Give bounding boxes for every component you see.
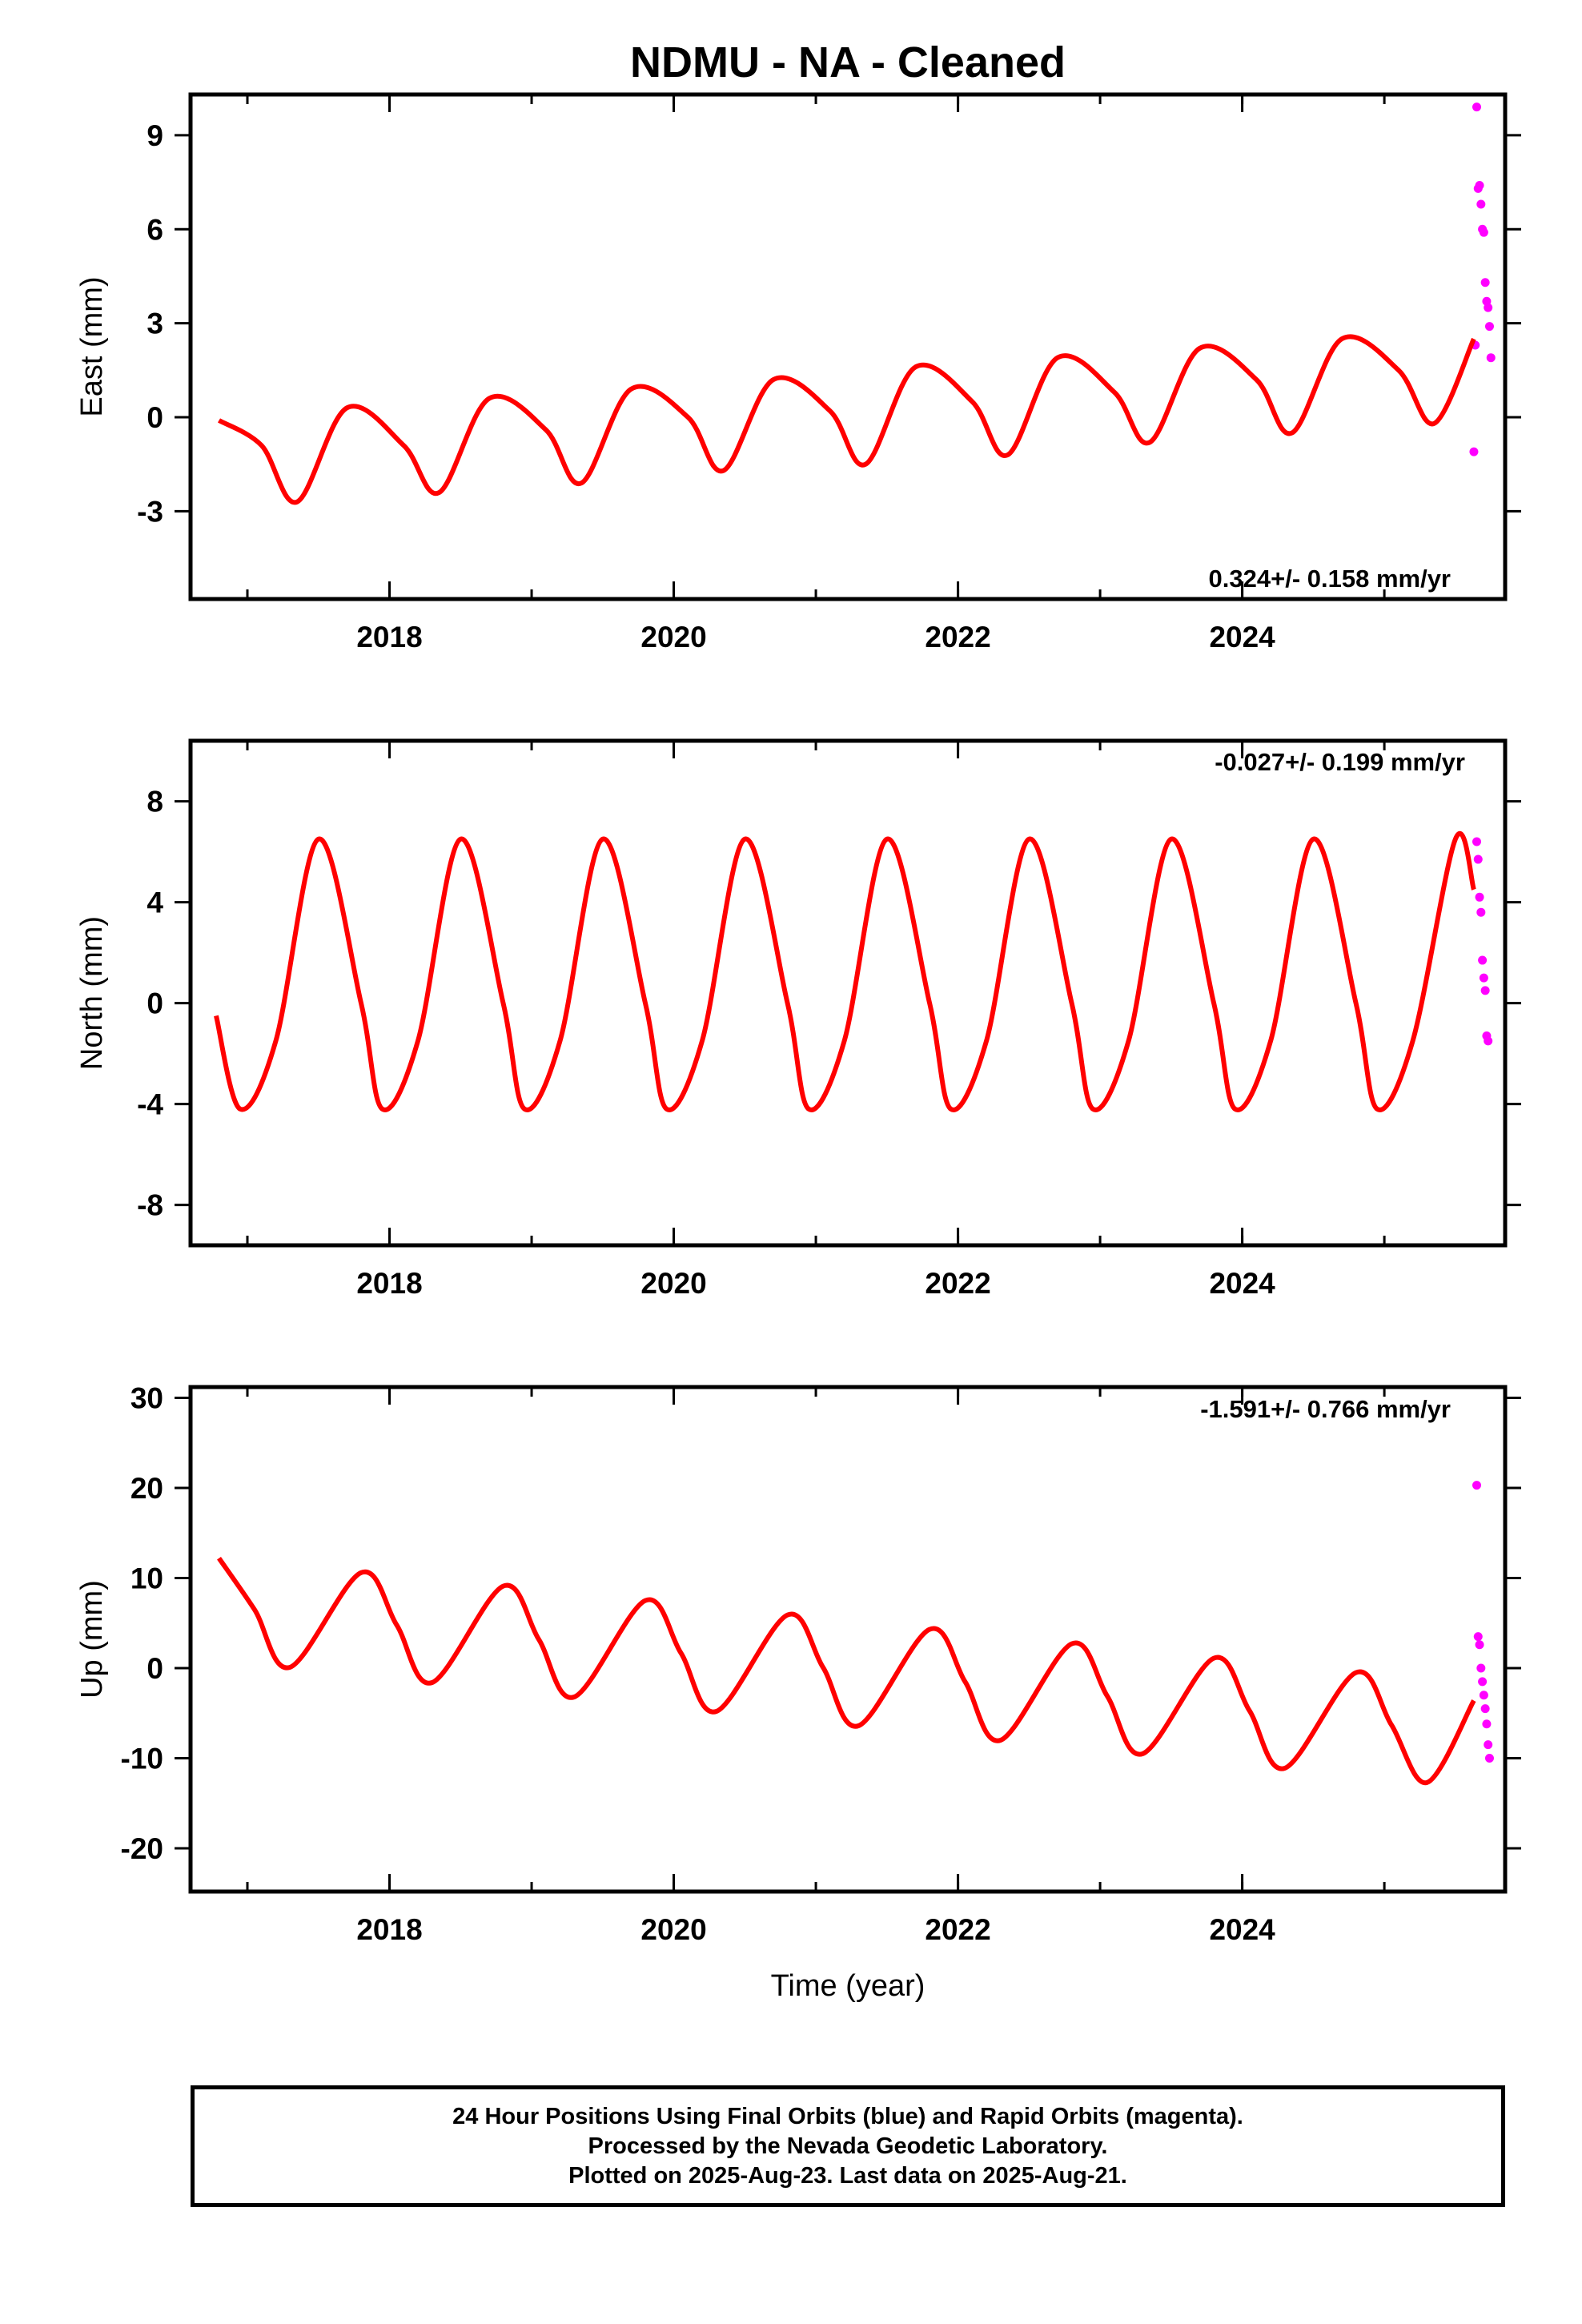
y-tick-label: 4 <box>147 887 163 919</box>
y-tick-label: 0 <box>147 987 163 1020</box>
plot-frame <box>188 92 1508 601</box>
point-rapid <box>1472 837 1481 846</box>
x-axis-label: Time (year) <box>771 1969 926 2003</box>
point-rapid <box>1484 1754 1494 1763</box>
plot-frame <box>188 738 1508 1248</box>
point-rapid <box>1476 907 1486 917</box>
rate-annotation: 0.324+/- 0.158 mm/yr <box>1209 565 1451 593</box>
x-tick-label: 2020 <box>640 1267 706 1300</box>
y-tick-label: -8 <box>137 1189 163 1222</box>
page-title: NDMU - NA - Cleaned <box>630 38 1066 86</box>
point-rapid <box>1480 986 1490 995</box>
point-rapid <box>1484 1740 1493 1750</box>
plot-frame <box>188 1385 1508 1894</box>
point-rapid <box>1473 1632 1483 1642</box>
y-tick-label: -4 <box>137 1088 163 1121</box>
x-tick-label: 2018 <box>356 621 422 653</box>
y-tick-label: 3 <box>147 308 163 340</box>
point-rapid <box>1475 180 1484 190</box>
x-tick-label: 2024 <box>1209 1267 1275 1300</box>
y-tick-label: 8 <box>147 786 163 818</box>
point-rapid <box>1472 103 1481 112</box>
point-rapid <box>1479 973 1488 983</box>
caption-line-3: Plotted on 2025-Aug-23. Last data on 202… <box>568 2162 1127 2189</box>
point-rapid <box>1475 1640 1484 1650</box>
point-rapid <box>1484 322 1494 332</box>
caption-line-2: Processed by the Nevada Geodetic Laborat… <box>588 2133 1108 2159</box>
x-tick-label: 2024 <box>1209 1913 1275 1946</box>
point-rapid <box>1482 1719 1492 1729</box>
panels: 2018 2020 2022 2024 -3 0 3 6 9 East (mm) 0.324+/- … <box>75 92 1521 2003</box>
y-tick-label: 30 <box>130 1382 163 1415</box>
x-tick-label: 2022 <box>925 1267 990 1300</box>
rate-annotation: -0.027+/- 0.199 mm/yr <box>1215 748 1465 776</box>
point-rapid <box>1480 278 1490 287</box>
point-rapid <box>1484 303 1493 312</box>
series-rapid-orbits <box>1472 837 1493 1046</box>
x-tick-label: 2020 <box>640 1913 706 1946</box>
x-tick-label: 2018 <box>356 1913 422 1946</box>
y-tick-label: 20 <box>130 1472 163 1505</box>
point-rapid <box>1476 199 1486 209</box>
caption-line-1: 24 Hour Positions Using Final Orbits (bl… <box>452 2103 1243 2129</box>
plot-area <box>217 103 1496 505</box>
model-fit-line <box>214 830 1476 1112</box>
series-rapid-orbits <box>1472 1481 1494 1763</box>
x-tick-label: 2022 <box>925 621 990 653</box>
y-axis-label: Up (mm) <box>75 1580 109 1699</box>
point-rapid <box>1480 1704 1490 1714</box>
rate-annotation: -1.591+/- 0.766 mm/yr <box>1200 1395 1451 1423</box>
point-rapid <box>1479 1691 1488 1700</box>
y-tick-label: -10 <box>121 1743 163 1775</box>
y-tick-label: 0 <box>147 401 163 434</box>
x-tick-label: 2022 <box>925 1913 990 1946</box>
plot-area <box>217 1481 1494 1785</box>
panel-1: 2018 2020 2022 2024 -3 0 3 6 9 East (mm) 0.324+/- … <box>75 92 1521 653</box>
x-tick-label: 2020 <box>640 621 706 653</box>
x-tick-label: 2018 <box>356 1267 422 1300</box>
y-tick-label: 6 <box>147 213 163 246</box>
point-rapid <box>1479 227 1488 237</box>
y-tick-label: -3 <box>137 495 163 528</box>
y-axis-label: North (mm) <box>75 916 109 1070</box>
point-rapid <box>1484 1036 1493 1046</box>
point-rapid <box>1478 1677 1488 1687</box>
point-rapid <box>1475 892 1484 902</box>
y-tick-label: -20 <box>121 1832 163 1865</box>
y-tick-label: 0 <box>147 1652 163 1685</box>
point-rapid <box>1486 353 1496 363</box>
point-rapid <box>1476 1663 1486 1673</box>
model-fit-line <box>217 334 1476 505</box>
point-rapid <box>1469 447 1479 456</box>
y-axis-label: East (mm) <box>75 276 109 416</box>
panel-3: 2018 2020 2022 2024 -20 -10 0 10 20 30 Up (mm) Time… <box>75 1382 1521 2003</box>
y-tick-label: 10 <box>130 1562 163 1595</box>
caption-box: 24 Hour Positions Using Final Orbits (bl… <box>191 2085 1505 2207</box>
point-rapid <box>1478 955 1488 965</box>
series-rapid-orbits <box>1469 103 1496 456</box>
x-tick-label: 2024 <box>1209 621 1275 653</box>
model-fit-line <box>217 1557 1476 1785</box>
panel-2: 2018 2020 2022 2024 -8 -4 0 4 8 North (mm) -0.027+… <box>75 738 1521 1300</box>
y-tick-label: 9 <box>147 119 163 152</box>
point-rapid <box>1472 1481 1481 1490</box>
point-rapid <box>1473 854 1483 864</box>
plot-area <box>214 830 1493 1112</box>
